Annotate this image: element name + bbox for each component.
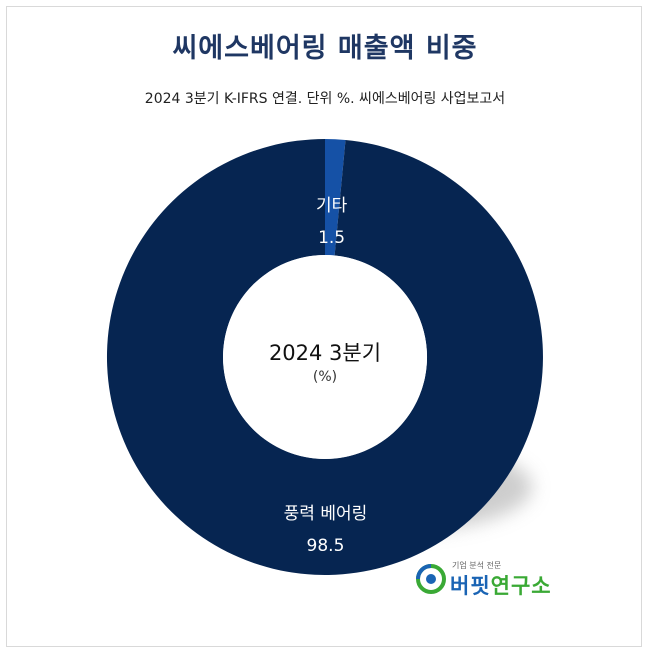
slice-value-label: 1.5 [318, 228, 345, 248]
logo-icon [416, 564, 446, 594]
center-label-period: 2024 3분기 [269, 341, 381, 365]
logo: 기업 분석 전문 버핏연구소 [416, 560, 576, 600]
slice-category-label: 풍력 베어링 [284, 504, 368, 524]
donut-slice [325, 139, 346, 256]
donut-hole [223, 255, 427, 459]
logo-name: 버핏연구소 [450, 570, 552, 600]
logo-name-part1: 버핏 [450, 574, 491, 598]
donut-slice [106, 139, 543, 575]
logo-name-part2: 연구소 [490, 574, 552, 598]
logo-tagline: 기업 분석 전문 [452, 561, 502, 570]
slice-value-label: 98.5 [307, 536, 345, 556]
slice-category-label: 기타 [316, 196, 348, 216]
chart-title: 씨에스베어링 매출액 비중 [172, 33, 478, 64]
center-label-unit: (%) [313, 369, 337, 385]
chart-subtitle: 2024 3분기 K-IFRS 연결. 단위 %. 씨에스베어링 사업보고서 [144, 91, 506, 107]
